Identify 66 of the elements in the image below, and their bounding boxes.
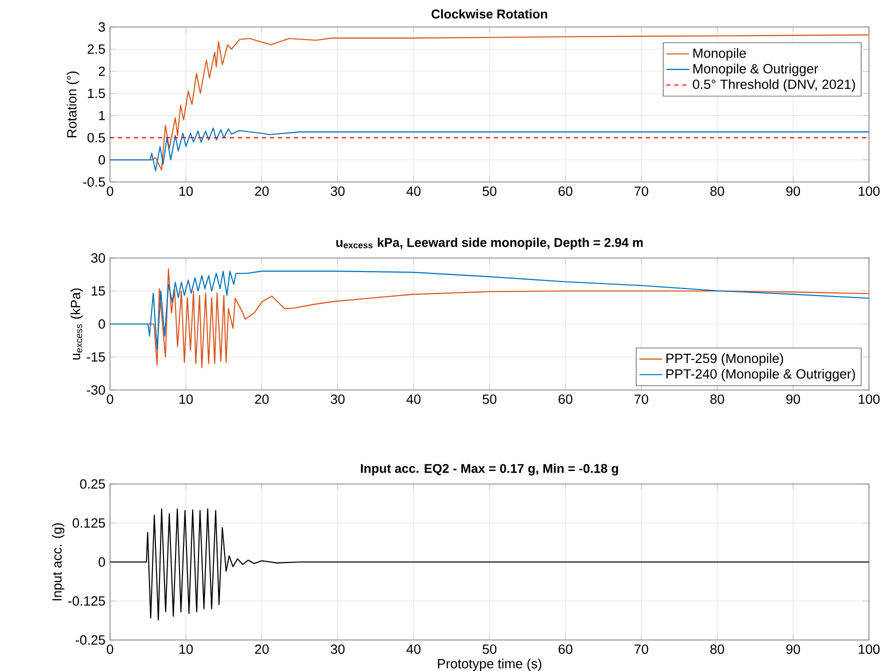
x-tick-label: 30	[330, 394, 345, 404]
x-tick-label: 50	[482, 394, 496, 404]
x-tick-label: 40	[406, 394, 420, 404]
y-tick-label: 1.5	[88, 88, 105, 98]
chart-title: u$_{excess}$ kPa, Leeward side monopile, Depth = 2.94 m	[336, 238, 643, 250]
y-axis-title: Rotation (°)	[66, 72, 80, 138]
x-tick-label: 70	[634, 644, 648, 654]
x-tick-label: 90	[786, 186, 800, 196]
x-tick-label: 50	[482, 644, 496, 654]
x-tick-label: 90	[786, 644, 800, 654]
x-tick-label: 100	[858, 186, 880, 196]
y-tick-label: 0	[98, 155, 106, 165]
x-tick-label: 20	[255, 644, 269, 654]
y-axis-title: u$_{excess}$ (kPa)	[70, 288, 83, 360]
x-tick-label: 10	[180, 394, 193, 404]
x-tick-label: 0	[106, 186, 114, 196]
x-tick-label: 50	[482, 186, 496, 196]
chart-title: Clockwise Rotation	[432, 9, 548, 19]
x-tick-label: 80	[710, 394, 724, 404]
y-tick-label: 0.25	[80, 479, 105, 489]
x-tick-label: 80	[710, 644, 724, 654]
x-tick-label: 10	[180, 644, 193, 654]
x-tick-label: 20	[255, 186, 269, 196]
chart-title: Input acc. EQ2 - Max = 0.17 g, Min = -0.18 g	[360, 464, 618, 476]
y-tick-label: 0	[98, 319, 106, 329]
x-tick-label: 90	[786, 394, 800, 404]
legend-label: Monopile	[693, 48, 746, 61]
x-tick-label: 10	[180, 186, 193, 196]
y-tick-label: 1	[99, 110, 105, 120]
x-tick-label: 100	[858, 644, 880, 654]
y-tick-label: -0.25	[76, 635, 105, 645]
x-tick-label: 0	[106, 644, 114, 654]
x-tick-label: 100	[858, 394, 880, 404]
legend-label: Monopile & Outrigger	[693, 64, 818, 76]
y-tick-label: -30	[86, 385, 105, 395]
legend-label: PPT-259 (Monopile)	[666, 353, 784, 366]
y-tick-label: 3	[98, 22, 105, 32]
y-tick-label: 0.5	[88, 132, 105, 142]
x-tick-label: 60	[558, 394, 572, 404]
x-tick-label: 70	[634, 186, 648, 196]
y-tick-label: -15	[86, 352, 105, 362]
y-tick-label: 0	[98, 557, 106, 567]
x-tick-label: 30	[330, 186, 345, 196]
legend-label: PPT-240 (Monopile & Outrigger)	[666, 368, 855, 382]
y-tick-label: 2.5	[88, 44, 105, 54]
x-tick-label: 40	[406, 186, 420, 196]
line-series	[110, 127, 869, 172]
x-tick-label: 0	[106, 394, 114, 404]
y-tick-label: 15	[92, 286, 105, 296]
x-tick-label: 60	[558, 186, 572, 196]
x-tick-label: 80	[710, 186, 724, 196]
x-tick-label: 60	[558, 644, 572, 654]
y-tick-label: 30	[91, 253, 105, 263]
line-series	[110, 508, 869, 621]
x-tick-label: 20	[255, 394, 269, 404]
y-tick-label: 2	[98, 66, 105, 76]
x-tick-label: 70	[634, 394, 648, 404]
y-tick-label: 0.125	[72, 518, 105, 528]
y-axis-title: Input acc. (g)	[52, 523, 64, 600]
x-axis-title: Prototype time (s)	[438, 658, 542, 671]
y-tick-label: -0.5	[83, 177, 105, 187]
line-series	[110, 270, 869, 350]
x-tick-label: 40	[406, 644, 420, 654]
x-tick-label: 30	[330, 644, 345, 654]
legend-label: 0.5° Threshold (DNV, 2021)	[692, 79, 855, 92]
y-tick-label: -0.125	[68, 596, 105, 606]
